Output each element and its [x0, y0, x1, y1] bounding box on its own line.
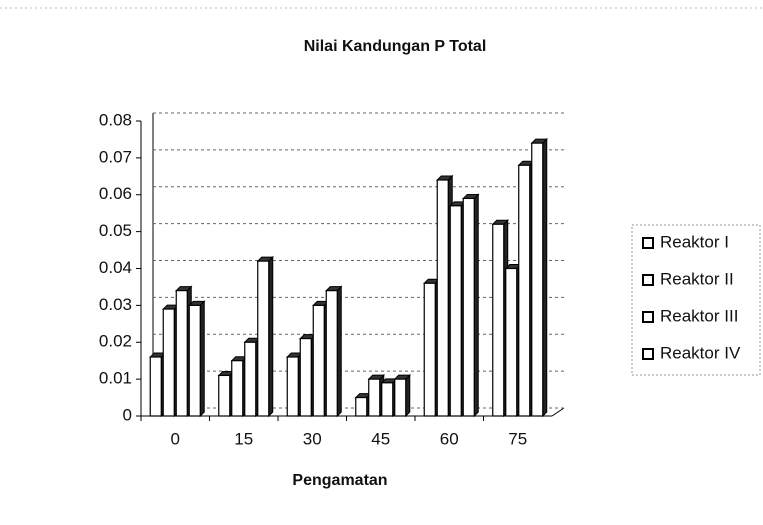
y-tick-label: 0.01 [99, 369, 132, 388]
bar [218, 374, 231, 417]
bar [505, 267, 518, 417]
bar [175, 290, 188, 417]
x-tick-label: 0 [171, 429, 180, 448]
bar [244, 341, 257, 417]
bar [188, 304, 201, 417]
bar [436, 179, 449, 417]
y-tick-label: 0.05 [99, 221, 132, 240]
bar [312, 304, 325, 417]
y-tick-label: 0.03 [99, 295, 132, 314]
legend-swatch [642, 348, 654, 360]
bar [368, 378, 381, 417]
x-tick-label: 15 [234, 429, 253, 448]
bar-side [268, 255, 274, 418]
legend-label: Reaktor III [660, 306, 738, 325]
bar [162, 308, 175, 417]
bar [462, 197, 475, 417]
bar [518, 164, 531, 417]
x-tick-label: 45 [371, 429, 390, 448]
bar [492, 223, 505, 417]
x-axis-label: Pengamatan [292, 472, 387, 489]
legend-swatch [642, 237, 654, 249]
y-tick-label: 0.07 [99, 147, 132, 166]
floor-edge [551, 407, 565, 417]
bar-side [336, 285, 342, 418]
x-tick-label: 30 [303, 429, 322, 448]
bar [286, 356, 299, 417]
legend-swatch [642, 274, 654, 286]
bar [381, 382, 394, 417]
bar [325, 290, 338, 417]
legend-label: Reaktor I [660, 232, 729, 251]
y-tick-label: 0.04 [99, 258, 132, 277]
y-tick-label: 0.08 [99, 110, 132, 129]
chart-title: Nilai Kandungan P Total [304, 38, 487, 55]
bar [149, 356, 162, 417]
legend-label: Reaktor IV [660, 343, 741, 362]
bar [355, 396, 368, 417]
x-tick-label: 75 [508, 429, 527, 448]
bar [299, 337, 312, 417]
bar [231, 360, 244, 417]
bar [531, 142, 544, 417]
bar [394, 378, 407, 417]
bar [449, 205, 462, 417]
y-tick-label: 0 [123, 405, 132, 424]
x-tick-label: 60 [440, 429, 459, 448]
y-tick-label: 0.02 [99, 332, 132, 351]
bar [257, 260, 270, 417]
bar [423, 282, 436, 417]
legend-label: Reaktor II [660, 269, 734, 288]
legend-swatch [642, 311, 654, 323]
bar-side [199, 300, 205, 418]
bar-side [473, 193, 479, 418]
y-tick-label: 0.06 [99, 184, 132, 203]
bar-side [405, 373, 411, 418]
legend-box [631, 224, 761, 376]
